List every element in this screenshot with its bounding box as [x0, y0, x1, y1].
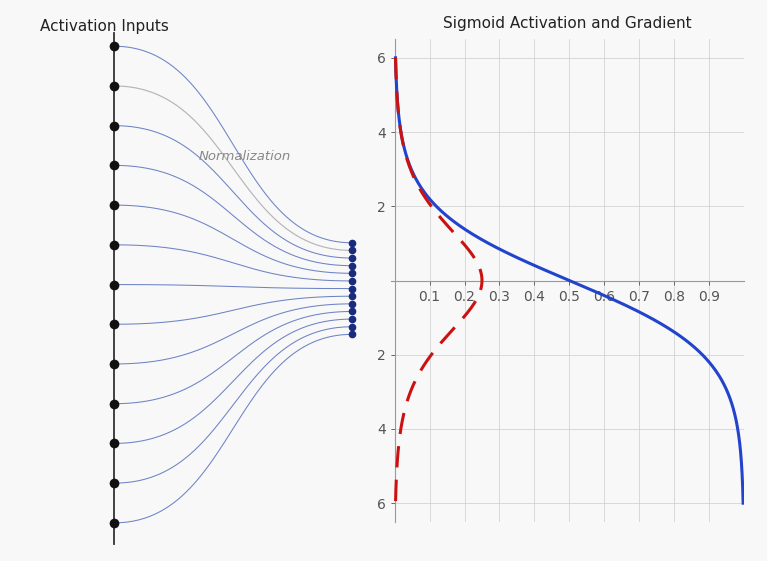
Text: Activation Inputs: Activation Inputs [40, 19, 169, 34]
Text: Normalization: Normalization [199, 150, 291, 163]
Title: Sigmoid Activation and Gradient: Sigmoid Activation and Gradient [443, 16, 692, 31]
